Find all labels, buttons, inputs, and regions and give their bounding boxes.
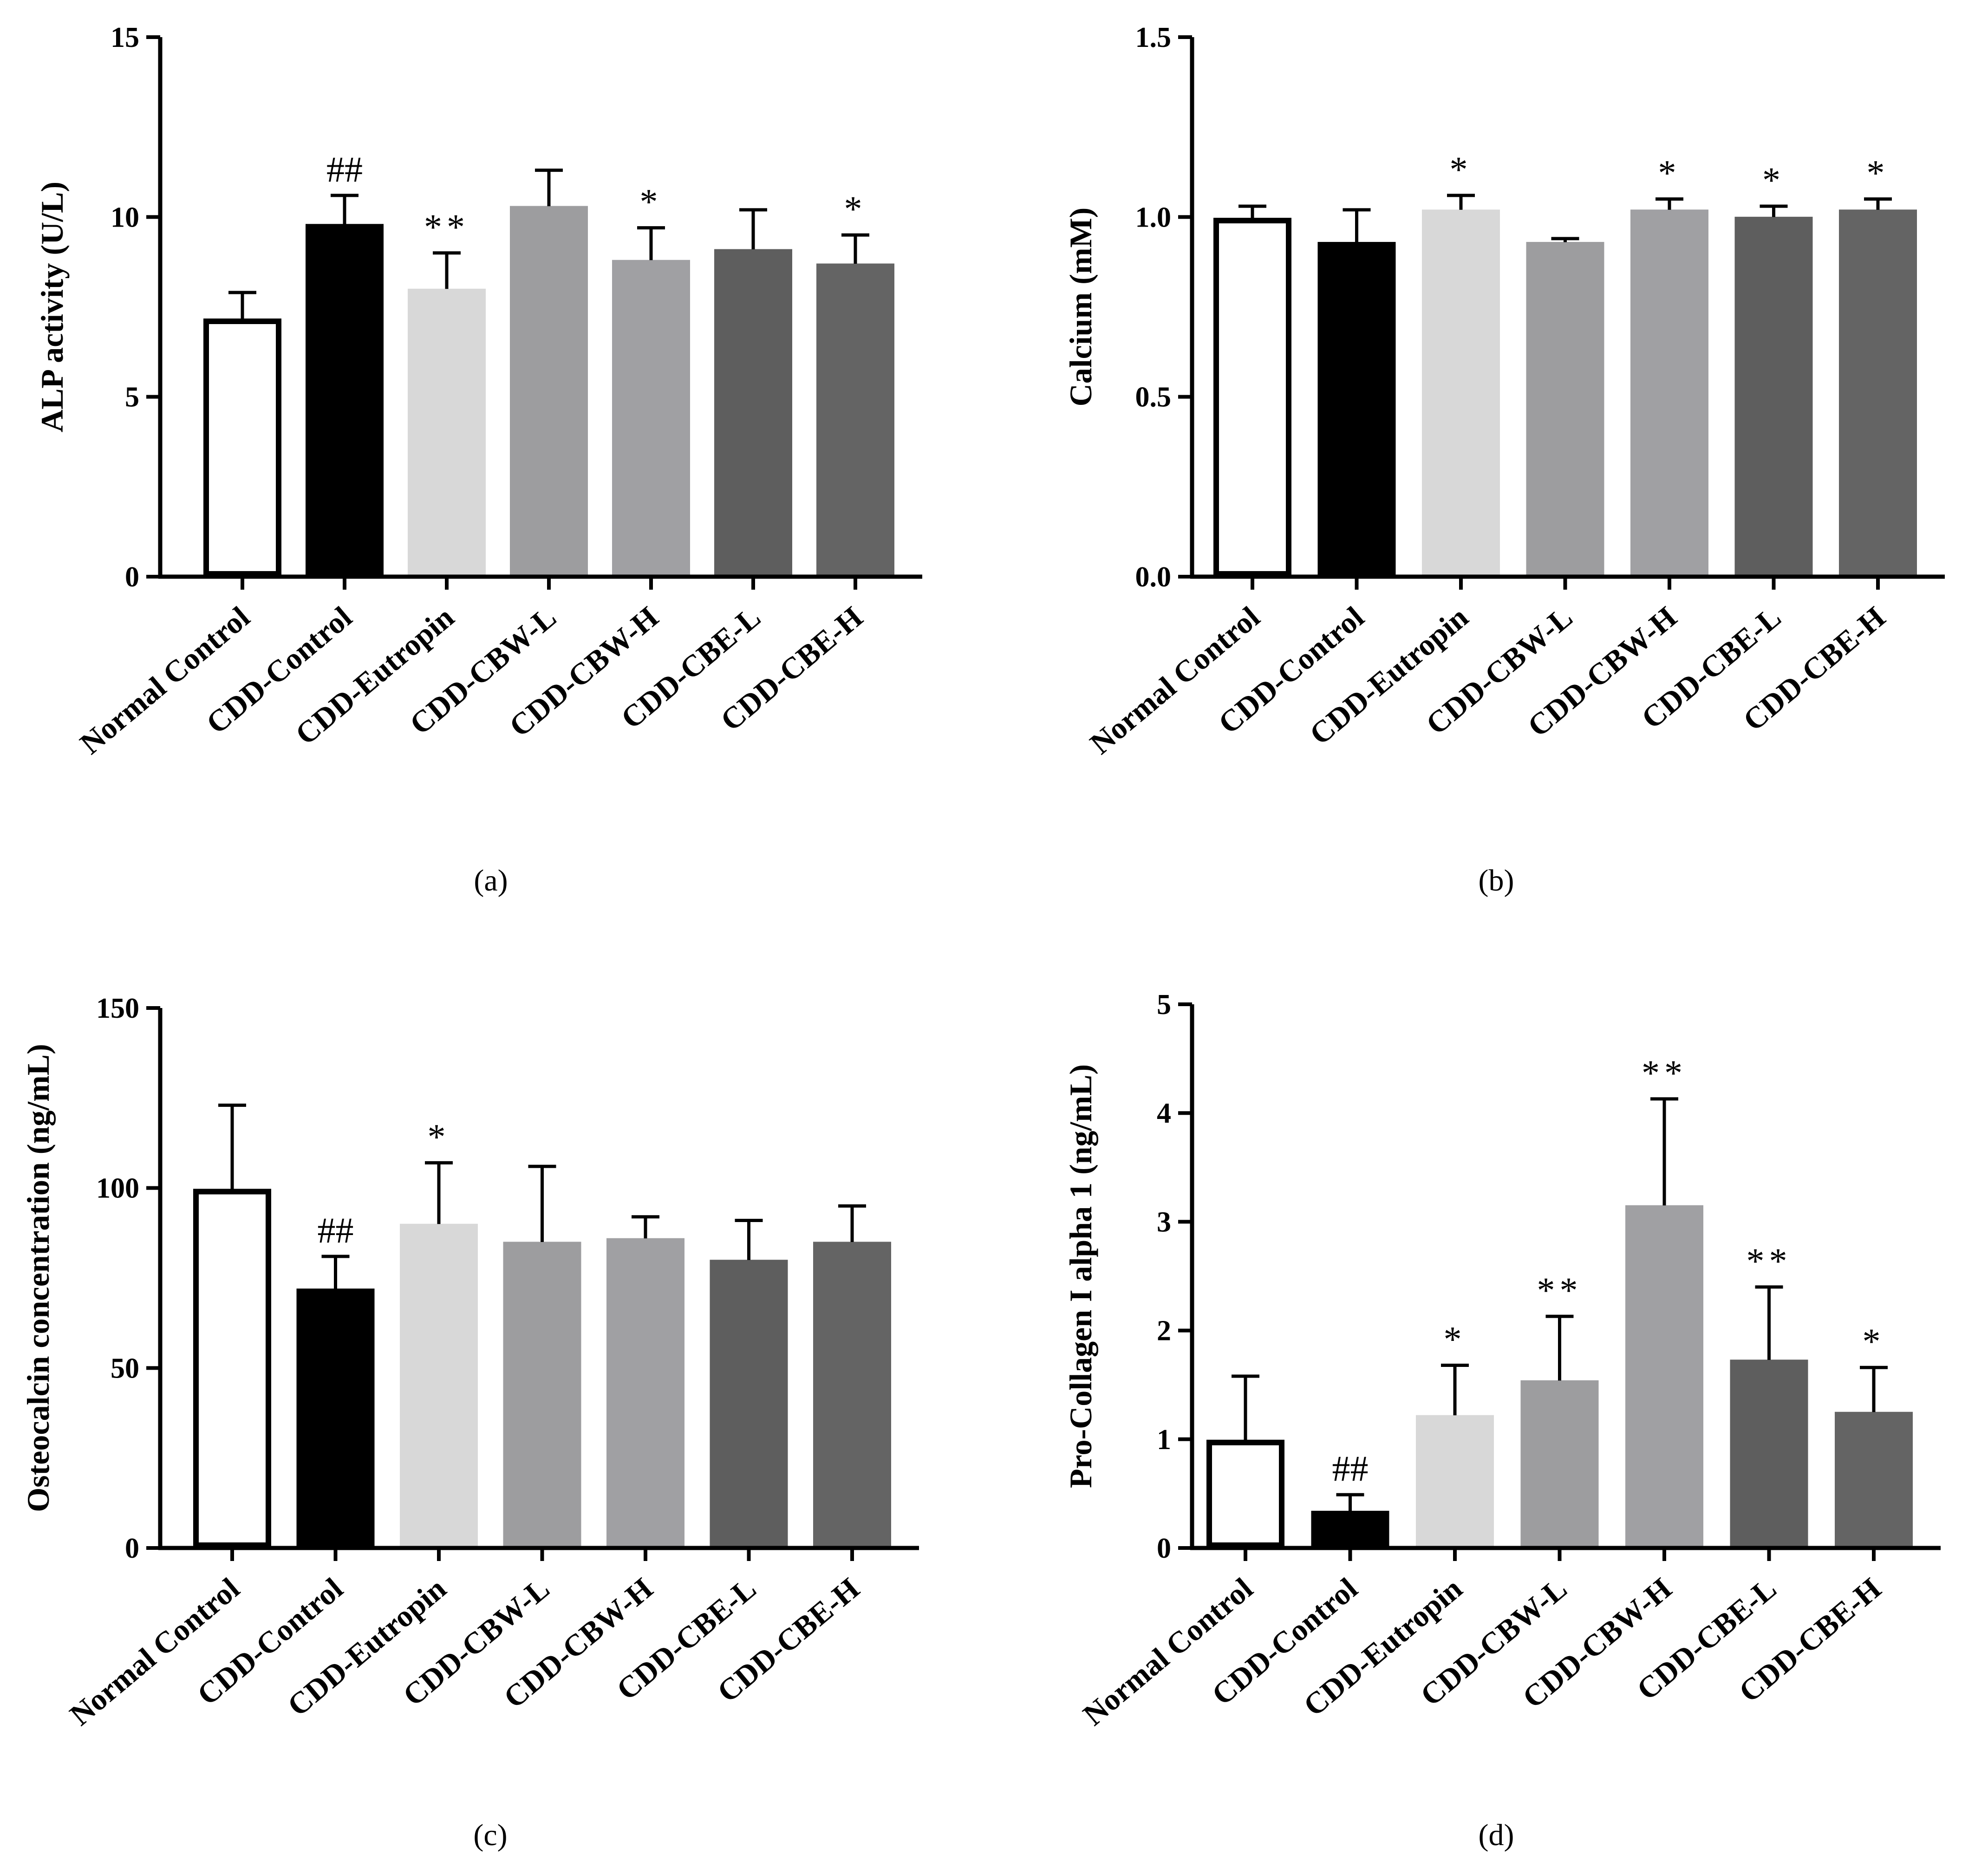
panel-a-bar-6 <box>816 263 894 577</box>
panel-b-y-tick-label-3: 1.5 <box>1135 22 1172 53</box>
panel-d-bar-5 <box>1730 1359 1808 1548</box>
panel-d-y-axis-title: Pro-Collagen I alpha 1 (ng/mL) <box>1063 1064 1098 1488</box>
panel-d-bar-2 <box>1416 1415 1494 1548</box>
panel-b-bar-0 <box>1213 218 1291 577</box>
panel-d-bar-4 <box>1625 1205 1703 1548</box>
panel-c-y-axis-title: Osteocalcin concentration (ng/mL) <box>20 1044 56 1512</box>
panel-a-bar-3 <box>510 206 588 577</box>
panel-d-bar-0 <box>1206 1439 1284 1548</box>
panel-a-bar-2 <box>408 288 486 577</box>
panel-d-y-tick-label-0: 0 <box>1157 1533 1171 1564</box>
panel-d-y-tick-label-2: 2 <box>1157 1315 1171 1347</box>
panel-c-bar-5 <box>710 1260 788 1548</box>
panel-b-y-tick-label-0: 0.0 <box>1135 561 1172 593</box>
panel-c-y-tick-label-1: 50 <box>111 1353 139 1384</box>
panel-b-caption-label: (b) <box>1479 864 1514 897</box>
panel-c-y-tick-label-2: 100 <box>96 1173 139 1204</box>
panel-a-y-tick-label-0: 0 <box>125 561 139 593</box>
panel-c-bar-4 <box>606 1238 684 1548</box>
panel-d-y-tick-label-3: 3 <box>1157 1206 1171 1238</box>
panel-a-bar-4 <box>612 260 690 577</box>
panel-c-significance-2: * <box>428 1116 450 1157</box>
panel-c-y-tick-label-0: 0 <box>125 1533 139 1564</box>
panel-a-category-label-0: Normal Control <box>74 600 256 761</box>
panel-a-significance-1: ## <box>326 149 363 189</box>
panel-c-bar-0 <box>193 1189 271 1548</box>
panel-b-significance-4: * <box>1658 153 1681 193</box>
panel-b-bar-2 <box>1422 209 1500 577</box>
panel-c-bar-3 <box>503 1242 581 1548</box>
panel-a-significance-2: ** <box>424 207 469 247</box>
panel-d-significance-4: ** <box>1642 1053 1687 1093</box>
panel-d-significance-5: ** <box>1747 1241 1792 1281</box>
panel-d-significance-1: ## <box>1332 1448 1369 1489</box>
panel-a-y-axis-title: ALP activity (U/L) <box>34 182 70 432</box>
panel-a-caption-label: (a) <box>474 864 508 897</box>
panel-c-caption-label: (c) <box>473 1818 507 1852</box>
panel-b-bar-4 <box>1630 209 1708 577</box>
panel-a-bar-0 <box>203 318 281 577</box>
panel-b-bar-6 <box>1839 209 1917 577</box>
panel-d-bar-3 <box>1520 1380 1599 1548</box>
panel-d-y-tick-label-4: 4 <box>1157 1098 1171 1129</box>
panel-d-caption-label: (d) <box>1479 1818 1514 1852</box>
panel-b-significance-5: * <box>1762 160 1785 200</box>
panel-c-y-tick-label-3: 150 <box>96 993 139 1024</box>
panel-d-significance-6: * <box>1863 1321 1885 1361</box>
panel-c-bar-6 <box>813 1242 891 1548</box>
panel-b-bar-5 <box>1734 216 1813 577</box>
panel-c-bar-1 <box>296 1288 375 1548</box>
panel-a-y-tick-label-3: 15 <box>111 22 139 53</box>
panel-b-bar-3 <box>1526 242 1604 577</box>
panel-b-category-label-0: Normal Control <box>1084 600 1266 761</box>
panel-a-y-tick-label-2: 10 <box>111 202 139 233</box>
panel-a-significance-4: * <box>640 182 663 222</box>
panel-b-y-axis-title: Calcium (mM) <box>1063 208 1098 407</box>
panel-d-significance-3: ** <box>1537 1270 1583 1310</box>
panel-b-y-tick-label-2: 1.0 <box>1135 202 1172 233</box>
panel-d-bar-1 <box>1311 1510 1389 1548</box>
panel-b-y-tick-label-1: 0.5 <box>1135 382 1172 413</box>
panel-a-significance-6: * <box>844 189 867 229</box>
panel-a-y-tick-label-1: 5 <box>125 382 139 413</box>
panel-d-significance-2: * <box>1444 1319 1467 1359</box>
panel-b-significance-2: * <box>1450 149 1473 189</box>
panel-c-bar-2 <box>400 1223 478 1548</box>
panel-c-significance-1: ## <box>318 1210 354 1250</box>
panel-d-bar-6 <box>1835 1411 1913 1548</box>
panel-a-bar-1 <box>306 224 384 577</box>
panel-b-significance-6: * <box>1867 153 1890 193</box>
panel-d-y-tick-label-1: 1 <box>1157 1424 1171 1456</box>
panel-c-category-label-0: Normal Control <box>64 1572 246 1732</box>
panel-d-y-tick-label-5: 5 <box>1157 989 1171 1021</box>
panel-a-bar-5 <box>714 249 792 577</box>
panel-b-bar-1 <box>1317 242 1396 577</box>
